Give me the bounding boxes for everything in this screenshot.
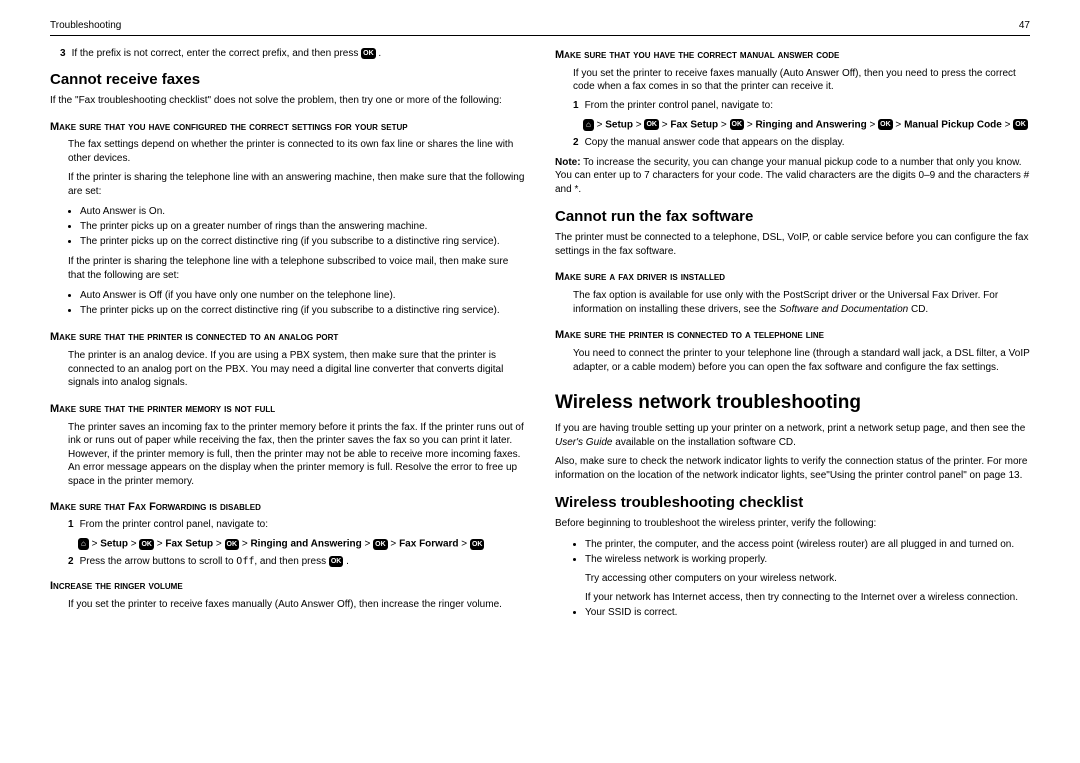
subsection-correct-settings: Make sure that you have configured the c… bbox=[50, 120, 525, 135]
list-item: Your SSID is correct. bbox=[585, 605, 1030, 620]
step-3: 3 If the prefix is not correct, enter th… bbox=[50, 48, 525, 59]
nav-path: ⌂ > Setup > OK > Fax Setup > OK > Ringin… bbox=[555, 119, 1030, 131]
body-text: If the printer is sharing the telephone … bbox=[50, 255, 525, 282]
body-text: Also, make sure to check the network ind… bbox=[555, 455, 1030, 482]
step-number: 1 bbox=[68, 519, 74, 530]
body-text: If you set the printer to receive faxes … bbox=[555, 67, 1030, 94]
home-icon: ⌂ bbox=[583, 119, 594, 131]
subsection-telephone-line: Make sure the printer is connected to a … bbox=[555, 328, 1030, 343]
heading-wireless-troubleshooting: Wireless network troubleshooting bbox=[555, 392, 1030, 414]
ok-icon: OK bbox=[373, 539, 388, 550]
left-column: 3 If the prefix is not correct, enter th… bbox=[50, 48, 525, 626]
body-text: The printer must be connected to a telep… bbox=[555, 231, 1030, 258]
intro-text: If the "Fax troubleshooting checklist" d… bbox=[50, 94, 525, 108]
body-text: The fax settings depend on whether the p… bbox=[50, 138, 525, 165]
heading-cannot-run-software: Cannot run the fax software bbox=[555, 208, 1030, 225]
heading-wireless-checklist: Wireless troubleshooting checklist bbox=[555, 494, 1030, 511]
body-text: The printer is an analog device. If you … bbox=[50, 349, 525, 390]
step-text: From the printer control panel, navigate… bbox=[585, 100, 773, 111]
header-title: Troubleshooting bbox=[50, 20, 121, 31]
step-text: Copy the manual answer code that appears… bbox=[585, 137, 845, 148]
list-item: Auto Answer is On. bbox=[80, 204, 525, 219]
subsection-fax-forward: Make sure that Fax Forwarding is disable… bbox=[50, 500, 525, 515]
subsection-ringer-volume: Increase the ringer volume bbox=[50, 579, 525, 594]
subsection-fax-driver: Make sure a fax driver is installed bbox=[555, 270, 1030, 285]
body-text: The fax option is available for use only… bbox=[555, 289, 1030, 316]
step-1: 1 From the printer control panel, naviga… bbox=[50, 519, 525, 530]
ok-icon: OK bbox=[1013, 119, 1028, 130]
list-item: The printer picks up on a greater number… bbox=[80, 219, 525, 234]
ok-icon: OK bbox=[878, 119, 893, 130]
list-item: The printer, the computer, and the acces… bbox=[585, 537, 1030, 552]
ok-icon: OK bbox=[225, 539, 240, 550]
step-text: From the printer control panel, navigate… bbox=[80, 519, 268, 530]
home-icon: ⌂ bbox=[78, 538, 89, 550]
ok-icon: OK bbox=[329, 556, 344, 567]
body-text: You need to connect the printer to your … bbox=[555, 347, 1030, 374]
step-number: 1 bbox=[573, 100, 579, 111]
body-text: The printer saves an incoming fax to the… bbox=[50, 421, 525, 489]
list-item: Auto Answer is Off (if you have only one… bbox=[80, 288, 525, 303]
subsection-analog-port: Make sure that the printer is connected … bbox=[50, 330, 525, 345]
step-number: 3 bbox=[60, 48, 66, 59]
nav-path: ⌂ > Setup > OK > Fax Setup > OK > Ringin… bbox=[50, 538, 525, 550]
list-item: The printer picks up on the correct dist… bbox=[80, 303, 525, 318]
subsection-memory-full: Make sure that the printer memory is not… bbox=[50, 402, 525, 417]
page-number: 47 bbox=[1019, 20, 1030, 31]
heading-cannot-receive: Cannot receive faxes bbox=[50, 71, 525, 88]
step-number: 2 bbox=[573, 137, 579, 148]
note-text: Note: To increase the security, you can … bbox=[555, 156, 1030, 197]
body-text: If you are having trouble setting up you… bbox=[555, 422, 1030, 449]
step-2: 2 Press the arrow buttons to scroll to O… bbox=[50, 556, 525, 567]
step-2: 2 Copy the manual answer code that appea… bbox=[555, 137, 1030, 148]
step-number: 2 bbox=[68, 556, 74, 567]
body-text: If you set the printer to receive faxes … bbox=[50, 598, 525, 612]
ok-icon: OK bbox=[644, 119, 659, 130]
list-item: The printer picks up on the correct dist… bbox=[80, 234, 525, 249]
ok-icon: OK bbox=[139, 539, 154, 550]
step-text: If the prefix is not correct, enter the … bbox=[72, 48, 382, 59]
right-column: Make sure that you have the correct manu… bbox=[555, 48, 1030, 626]
bullet-list: Auto Answer is On. The printer picks up … bbox=[50, 204, 525, 249]
body-text: Before beginning to troubleshoot the wir… bbox=[555, 517, 1030, 531]
bullet-list: Auto Answer is Off (if you have only one… bbox=[50, 288, 525, 318]
sub-text: Try accessing other computers on your wi… bbox=[585, 571, 1030, 586]
subsection-answer-code: Make sure that you have the correct manu… bbox=[555, 48, 1030, 63]
bullet-list: The printer, the computer, and the acces… bbox=[555, 537, 1030, 620]
step-text: Press the arrow buttons to scroll to Off… bbox=[80, 556, 349, 567]
content-columns: 3 If the prefix is not correct, enter th… bbox=[50, 48, 1030, 626]
page-header: Troubleshooting 47 bbox=[50, 20, 1030, 36]
ok-icon: OK bbox=[361, 48, 376, 59]
list-item: The wireless network is working properly… bbox=[585, 552, 1030, 605]
ok-icon: OK bbox=[730, 119, 745, 130]
ok-icon: OK bbox=[470, 539, 485, 550]
step-1: 1 From the printer control panel, naviga… bbox=[555, 100, 1030, 111]
sub-text: If your network has Internet access, the… bbox=[585, 590, 1030, 605]
body-text: If the printer is sharing the telephone … bbox=[50, 171, 525, 198]
